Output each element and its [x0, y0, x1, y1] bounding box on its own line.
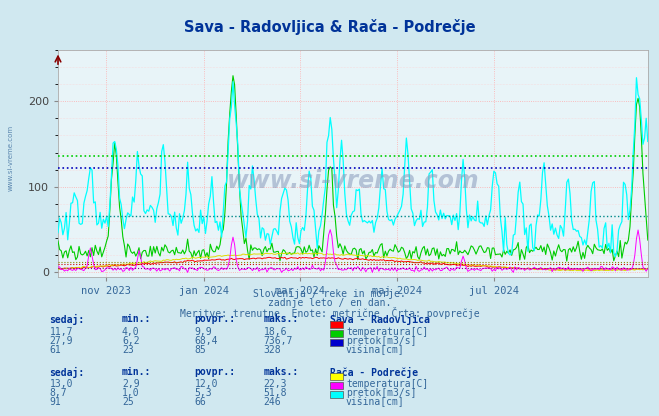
Text: 6,2: 6,2 [122, 336, 140, 346]
Text: 27,9: 27,9 [49, 336, 73, 346]
Text: 61: 61 [49, 345, 61, 355]
Text: temperatura[C]: temperatura[C] [346, 379, 428, 389]
Text: 11,7: 11,7 [49, 327, 73, 337]
Text: povpr.:: povpr.: [194, 314, 235, 324]
Text: Sava - Radovljica & Rača - Podrečje: Sava - Radovljica & Rača - Podrečje [184, 19, 475, 35]
Text: zadnje leto / en dan.: zadnje leto / en dan. [268, 298, 391, 308]
Text: 22,3: 22,3 [264, 379, 287, 389]
Text: 9,9: 9,9 [194, 327, 212, 337]
Text: 25: 25 [122, 397, 134, 407]
Text: Slovenija / reke in morje.: Slovenija / reke in morje. [253, 289, 406, 299]
Text: 4,0: 4,0 [122, 327, 140, 337]
Text: www.si-vreme.com: www.si-vreme.com [227, 169, 479, 193]
Text: 2,9: 2,9 [122, 379, 140, 389]
Text: 85: 85 [194, 345, 206, 355]
Text: 18,6: 18,6 [264, 327, 287, 337]
Text: 5,3: 5,3 [194, 388, 212, 398]
Text: višina[cm]: višina[cm] [346, 397, 405, 407]
Text: pretok[m3/s]: pretok[m3/s] [346, 388, 416, 398]
Text: 66: 66 [194, 397, 206, 407]
Text: sedaj:: sedaj: [49, 314, 84, 325]
Text: 68,4: 68,4 [194, 336, 218, 346]
Text: 736,7: 736,7 [264, 336, 293, 346]
Text: Sava - Radovljica: Sava - Radovljica [330, 314, 430, 325]
Text: 91: 91 [49, 397, 61, 407]
Text: Rača - Podrečje: Rača - Podrečje [330, 367, 418, 378]
Text: 51,8: 51,8 [264, 388, 287, 398]
Text: 1,0: 1,0 [122, 388, 140, 398]
Text: min.:: min.: [122, 314, 152, 324]
Text: Meritve: trenutne  Enote: metrične  Črta: povprečje: Meritve: trenutne Enote: metrične Črta: … [180, 307, 479, 319]
Text: min.:: min.: [122, 367, 152, 377]
Text: sedaj:: sedaj: [49, 367, 84, 378]
Text: www.si-vreme.com: www.si-vreme.com [8, 125, 14, 191]
Text: 328: 328 [264, 345, 281, 355]
Text: 13,0: 13,0 [49, 379, 73, 389]
Text: 12,0: 12,0 [194, 379, 218, 389]
Text: 23: 23 [122, 345, 134, 355]
Text: višina[cm]: višina[cm] [346, 345, 405, 355]
Text: pretok[m3/s]: pretok[m3/s] [346, 336, 416, 346]
Text: maks.:: maks.: [264, 367, 299, 377]
Text: povpr.:: povpr.: [194, 367, 235, 377]
Text: maks.:: maks.: [264, 314, 299, 324]
Text: 8,7: 8,7 [49, 388, 67, 398]
Text: temperatura[C]: temperatura[C] [346, 327, 428, 337]
Text: 246: 246 [264, 397, 281, 407]
